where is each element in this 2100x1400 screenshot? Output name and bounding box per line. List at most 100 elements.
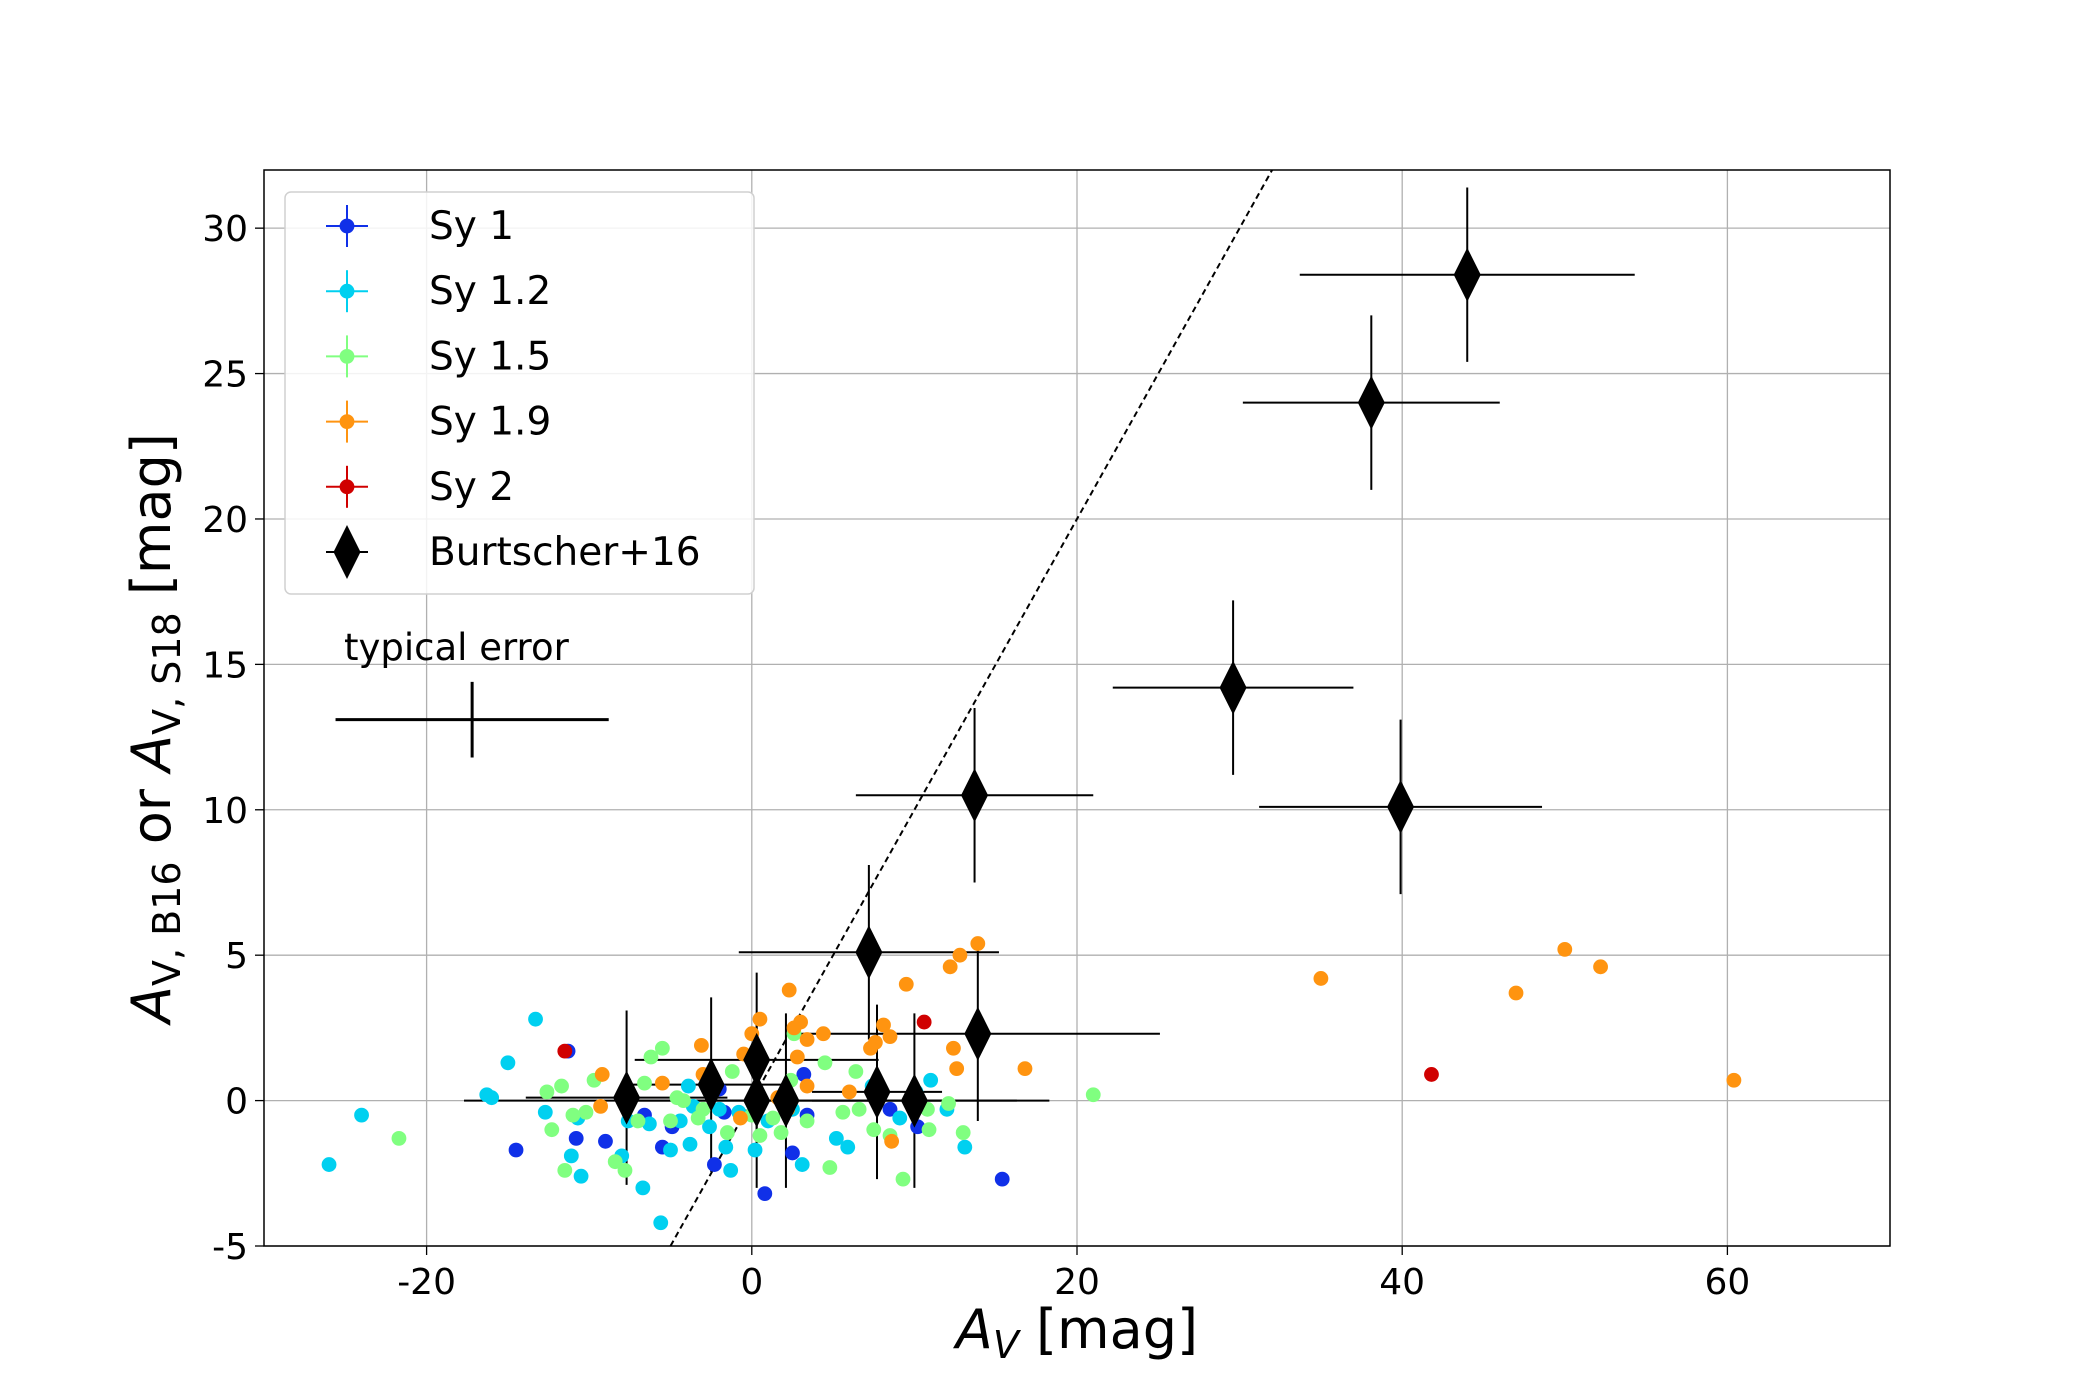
scatter-point	[593, 1099, 608, 1114]
scatter-point	[635, 1180, 651, 1196]
scatter-point	[942, 959, 958, 975]
scatter-point	[955, 1125, 971, 1140]
scatter-point	[840, 1139, 856, 1155]
scatter-point	[643, 1049, 659, 1065]
x-tick-label: 40	[1379, 1262, 1425, 1303]
y-tick-label: -5	[212, 1227, 248, 1268]
diamond-point	[1219, 660, 1247, 715]
scatter-point	[711, 1101, 727, 1117]
scatter-point	[630, 1113, 646, 1129]
scatter-point	[724, 1064, 740, 1079]
scatter-point	[815, 1026, 831, 1042]
scatter-point	[876, 1017, 891, 1033]
scatter-point	[863, 1040, 878, 1056]
diamond-point	[772, 1073, 800, 1128]
scatter-point	[1557, 941, 1573, 957]
scatter-point	[544, 1122, 560, 1138]
scatter-point	[796, 1067, 812, 1082]
x-tick-label: 60	[1704, 1262, 1750, 1303]
scatter-point	[484, 1090, 500, 1106]
x-label-subscript: V	[993, 1323, 1022, 1367]
scatter-point	[654, 1075, 670, 1091]
legend-marker	[339, 218, 355, 234]
legend-label: Sy 1.9	[429, 400, 551, 445]
legend-box	[284, 191, 755, 595]
typical-error-label: typical error	[344, 626, 570, 669]
y-axis-label: AV, B16 or AV, S18 [mag]	[120, 433, 189, 1026]
scatter-point	[851, 1101, 867, 1117]
scatter-point	[654, 1040, 670, 1056]
scatter-point	[653, 1215, 669, 1231]
scatter-point	[941, 1096, 956, 1111]
diamond-point	[743, 1073, 771, 1128]
scatter-point	[568, 1131, 584, 1146]
x-tick-label: -20	[397, 1262, 456, 1303]
x-tick-label: 20	[1054, 1262, 1100, 1303]
diamond-point	[1387, 779, 1415, 834]
scatter-point	[898, 976, 914, 992]
scatter-point	[946, 1040, 961, 1056]
legend-label: Burtscher+16	[429, 530, 701, 575]
scatter-point	[1593, 959, 1608, 975]
scatter-point	[557, 1162, 573, 1178]
scatter-point	[1085, 1087, 1101, 1103]
x-axis-label: AV [mag]	[953, 1298, 1198, 1367]
scatter-point	[528, 1011, 543, 1027]
scatter-point	[789, 1049, 805, 1065]
x-label-symbol: A	[953, 1298, 993, 1361]
y-tick-label: 5	[225, 936, 248, 977]
scatter-point	[773, 1125, 789, 1140]
legend-label: Sy 2	[429, 465, 514, 510]
scatter-point	[848, 1064, 864, 1079]
scatter-point	[952, 947, 968, 963]
scatter-point	[733, 1110, 748, 1126]
plot-content	[321, 170, 1742, 1246]
scatter-point	[391, 1131, 407, 1146]
scatter-point	[957, 1139, 973, 1155]
x-label-unit: [mag]	[1019, 1298, 1198, 1361]
scatter-point	[500, 1055, 516, 1071]
scatter-point	[663, 1113, 678, 1129]
reference-line	[669, 170, 1273, 1246]
scatter-point	[573, 1168, 589, 1184]
y-tick-label: 15	[202, 645, 248, 686]
scatter-point	[921, 1122, 937, 1138]
diamond-point	[1357, 375, 1385, 430]
scatter-point	[663, 1142, 678, 1158]
scatter-point	[578, 1104, 594, 1120]
scatter-point	[720, 1125, 735, 1140]
scatter-point	[1508, 985, 1524, 1001]
scatter-point	[970, 936, 986, 951]
scatter-point	[594, 1067, 610, 1082]
scatter-point	[799, 1032, 815, 1047]
x-tick-label: 0	[740, 1262, 763, 1303]
legend-marker	[333, 525, 361, 579]
scatter-point	[718, 1139, 734, 1155]
scatter-point	[916, 1014, 932, 1030]
scatter-point	[781, 982, 797, 998]
scatter-point	[1017, 1061, 1033, 1077]
scatter-point	[765, 1110, 781, 1126]
scatter-point	[828, 1131, 844, 1146]
legend-label: Sy 1.5	[429, 334, 551, 379]
y-tick-label: 10	[202, 791, 248, 832]
scatter-point	[1424, 1067, 1439, 1082]
scatter-point	[702, 1119, 717, 1135]
diamond-point	[697, 1057, 725, 1112]
y-label-symbol: A	[120, 735, 183, 775]
diamond-point	[1453, 247, 1481, 302]
scatter-point	[1726, 1072, 1742, 1088]
legend-marker	[339, 349, 355, 364]
scatter-point	[841, 1084, 857, 1100]
scatter-point	[537, 1104, 553, 1120]
diamond-point	[743, 1032, 771, 1087]
scatter-point	[695, 1101, 711, 1117]
scatter-point	[321, 1157, 337, 1172]
scatter-point	[994, 1171, 1010, 1187]
diamond-point	[855, 925, 883, 980]
diamond-point	[613, 1070, 641, 1125]
scatter-point	[884, 1133, 900, 1149]
scatter-point	[822, 1160, 838, 1175]
scatter-point	[949, 1061, 965, 1077]
